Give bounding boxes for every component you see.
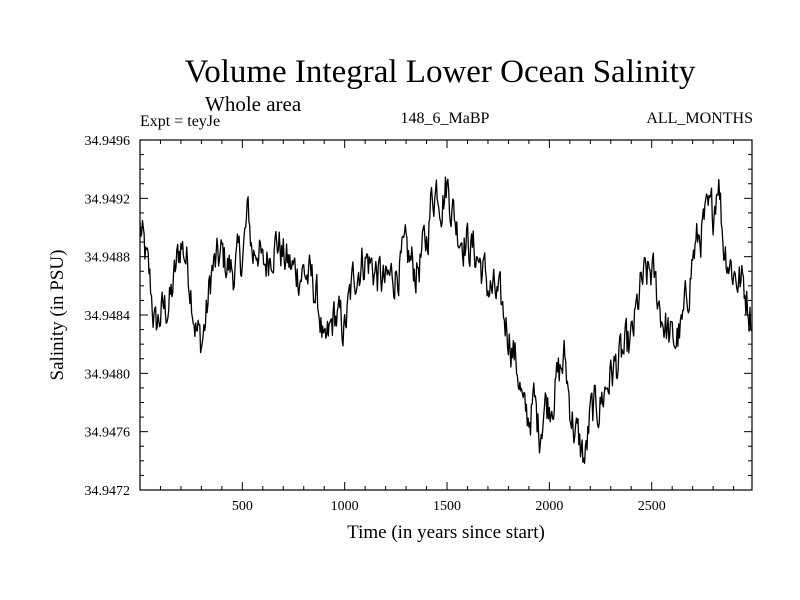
y-tick-label: 34.9472 [85, 484, 131, 499]
chart-title: Volume Integral Lower Ocean Salinity [185, 54, 696, 90]
chart-subtitle: Whole area [205, 92, 302, 116]
x-tick-labels: 500 1000 1500 2000 2500 [232, 499, 666, 514]
y-tick-label: 34.9488 [85, 251, 131, 266]
series-line-salinity [139, 176, 753, 464]
y-tick-label: 34.9484 [85, 309, 131, 324]
months-label: ALL_MONTHS [646, 110, 753, 127]
x-axis-label: Time (in years since start) [347, 522, 545, 543]
x-tick-label: 1500 [433, 499, 461, 514]
run-label: 148_6_MaBP [401, 110, 490, 127]
x-tick-label: 1000 [331, 499, 359, 514]
y-tick-label: 34.9492 [85, 192, 131, 207]
x-tick-label: 500 [232, 499, 253, 514]
x-tick-label: 2500 [638, 499, 666, 514]
y-tick-label: 34.9476 [85, 426, 131, 441]
y-tick-labels: 34.9472 34.9476 34.9480 34.9484 34.9488 34.94… [85, 134, 131, 499]
y-tick-label: 34.9496 [85, 134, 131, 149]
experiment-label: Expt = teyJe [140, 113, 220, 130]
x-tick-label: 2000 [535, 499, 563, 514]
y-axis-label: Salinity (in PSU) [47, 250, 68, 381]
plot-area: 500 1000 1500 2000 2500 34.9472 34.9476 34.948… [85, 134, 753, 514]
y-tick-label: 34.9480 [85, 367, 131, 382]
